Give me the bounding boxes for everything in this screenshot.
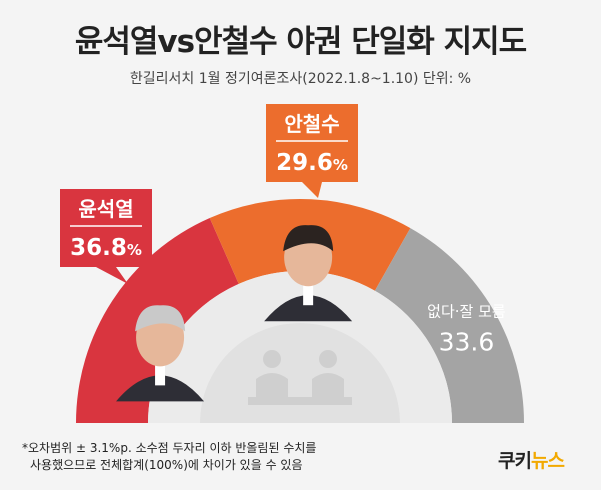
slice-3 [374, 228, 524, 423]
inner-band [148, 271, 452, 423]
callout-pointer [96, 267, 128, 284]
callout-box [266, 104, 358, 182]
slice-label: 윤석열 [78, 197, 133, 221]
table-top [248, 397, 352, 405]
portrait-shirt [155, 359, 166, 386]
footnote: *오차범위 ± 3.1%p. 소수점 두자리 이하 반올림된 수치를 사용했으므… [22, 440, 382, 474]
inside-label: 없다·잘 모름 33.6 [427, 302, 506, 356]
person-portrait-icon [264, 225, 353, 322]
logo-text-2: 뉴스 [530, 450, 565, 472]
footnote-line-2: 사용했으므로 전체합계(100%)에 차이가 있을 수 있음 [30, 458, 303, 472]
callout-box [60, 189, 152, 267]
portrait-shirt [303, 279, 314, 306]
footnote-line-1: *오차범위 ± 3.1%p. 소수점 두자리 이하 반올림된 수치를 [22, 441, 317, 455]
unit-label: % [127, 241, 142, 259]
slice-label: 없다·잘 모름 [427, 302, 506, 320]
portrait-body [116, 375, 205, 402]
portrait-body [264, 295, 353, 322]
callout-pointer [302, 182, 322, 198]
chart-subtitle: 한길리서치 1월 정기여론조사(2022.1.8~1.10) 단위: % [129, 71, 472, 87]
person-head-1 [263, 350, 281, 368]
slice-value: 33.6 [439, 327, 495, 356]
person-portrait-icon [116, 305, 205, 402]
chart-title: 윤석열vs안철수 야권 단일화 지지도 [74, 24, 527, 60]
portrait-hair [283, 225, 334, 252]
person-body-1 [256, 373, 288, 397]
logo-text-1: 쿠키 [498, 450, 532, 472]
brand-logo: 쿠키뉴스 [498, 446, 565, 473]
unit-label: % [333, 156, 348, 174]
slice-label: 안철수 [284, 112, 339, 136]
person-body-2 [312, 373, 344, 397]
people-talking-icon [248, 350, 352, 405]
person-head-2 [319, 350, 337, 368]
portrait-hair [135, 305, 186, 332]
